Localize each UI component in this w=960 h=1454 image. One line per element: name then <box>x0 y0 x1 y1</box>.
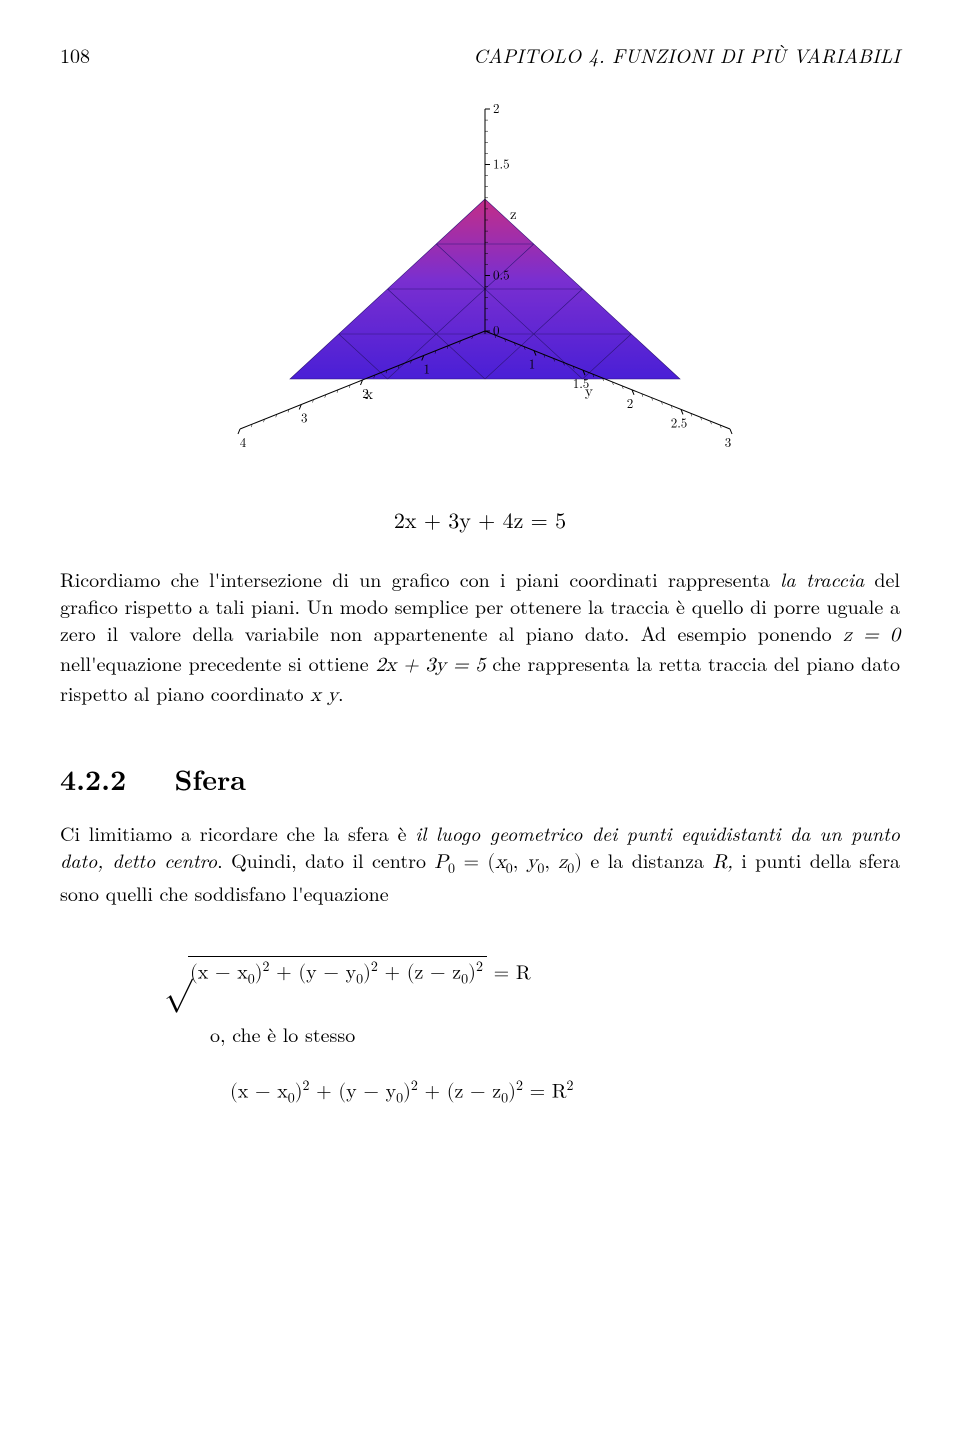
paragraph-sphere-def: Ci limitiamo a ricordare che la sfera è … <box>60 819 900 906</box>
para2-t6: R, <box>712 852 732 872</box>
svg-text:z: z <box>510 203 517 224</box>
para1-t1: Ricordiamo che l'intersezione di un graf… <box>60 564 780 593</box>
sqrt-equals: = R <box>494 963 531 983</box>
svg-text:1: 1 <box>424 359 431 378</box>
svg-text:1.5: 1.5 <box>493 154 510 173</box>
page-number: 108 <box>60 40 90 69</box>
connector-span: o, che è lo stesso <box>210 1019 355 1048</box>
para1-t9: . <box>338 678 344 707</box>
equation-sphere-squared: (x − x0)2 + (y − y0)2 + (z − z0)2 = R2 <box>230 1078 900 1108</box>
svg-text:0.5: 0.5 <box>493 265 510 284</box>
chapter-name: FUNZIONI DI PIÙ VARIABILI <box>612 40 900 69</box>
figure-3d-plane: 00.51.52z1234x11.522.53y <box>60 99 900 479</box>
svg-text:1: 1 <box>529 354 536 373</box>
equation-plane: 2x + 3y + 4z = 5 <box>60 509 900 535</box>
chapter-label: CAPITOLO 4. <box>473 40 605 69</box>
para2-t1: Ci limitiamo a ricordare che la sfera è <box>60 818 415 847</box>
svg-text:2: 2 <box>627 393 634 412</box>
sqrt-radicand: (x − x0)2 + (y − y0)2 + (z − z0)2 <box>188 956 487 989</box>
connector-text: o, che è lo stesso <box>210 1019 900 1048</box>
figure-svg: 00.51.52z1234x11.522.53y <box>200 99 760 479</box>
svg-text:2.5: 2.5 <box>671 412 688 431</box>
section-title-text: Sfera <box>174 759 245 799</box>
sqrt-expression: (x − x0)2 + (y − y0)2 + (z − z0)2 <box>170 956 487 989</box>
page-header: 108 CAPITOLO 4. FUNZIONI DI PIÙ VARIABIL… <box>60 40 900 69</box>
svg-text:2: 2 <box>493 99 500 117</box>
para2-t3: . Quindi, dato il centro <box>217 845 434 874</box>
svg-text:4: 4 <box>240 432 247 451</box>
paragraph-intersection: Ricordiamo che l'intersezione di un graf… <box>60 565 900 709</box>
para1-t6: 2x + 3y = 5 <box>376 655 486 675</box>
svg-text:y: y <box>585 380 593 401</box>
para1-t8: x y <box>310 685 338 705</box>
chapter-title: CAPITOLO 4. FUNZIONI DI PIÙ VARIABILI <box>473 40 900 69</box>
section-number: 4.2.2 <box>60 759 126 799</box>
para1-t2: la traccia <box>780 564 864 593</box>
svg-text:3: 3 <box>725 432 732 451</box>
svg-text:x: x <box>365 383 373 404</box>
para1-t5: nell'equazione precedente si ottiene <box>60 648 376 677</box>
equation-sphere-root: (x − x0)2 + (y − y0)2 + (z − z0)2 = R <box>170 956 900 989</box>
para2-t5: e la distanza <box>582 845 713 874</box>
section-heading: 4.2.2 Sfera <box>60 759 900 799</box>
equation-plane-text: 2x + 3y + 4z = 5 <box>394 511 566 533</box>
svg-text:3: 3 <box>301 408 308 427</box>
para2-t4: P0 = (x0, y0, z0) <box>434 852 582 872</box>
para1-t4: z = 0 <box>843 625 900 645</box>
sqrt-rhs: R <box>516 963 531 983</box>
